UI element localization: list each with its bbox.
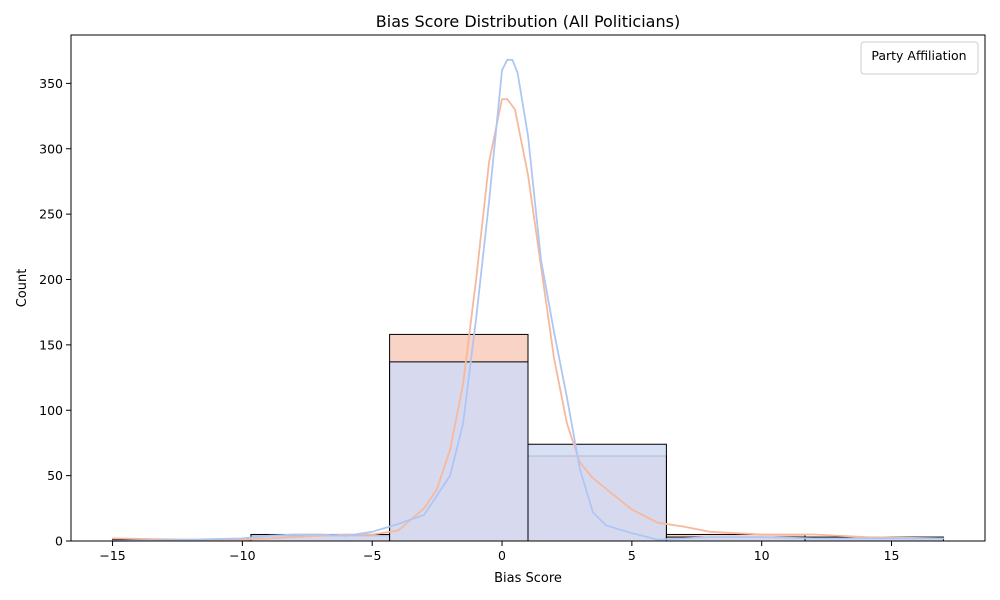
x-tick-label: −15 [99, 548, 125, 563]
y-axis-title: Count [15, 269, 30, 308]
x-tick-label: −10 [229, 548, 255, 563]
legend-title: Party Affiliation [871, 48, 966, 63]
kde-curve-series-1 [111, 98, 945, 541]
x-axis-title: Bias Score [494, 571, 562, 586]
histogram-bars [112, 333, 944, 542]
x-tick-label: 5 [628, 548, 636, 563]
y-tick-label: 150 [39, 337, 63, 352]
legend-box [860, 41, 979, 75]
y-tick-label: 100 [39, 403, 63, 418]
legend: Party Affiliation [860, 41, 979, 75]
plot-frame [70, 34, 986, 542]
histogram-bar-series-2-bin-3 [389, 361, 529, 542]
y-axis-ticks: 0 50 100 150 200 250 300 350 [39, 76, 71, 549]
chart-title: Bias Score Distribution (All Politicians… [376, 12, 680, 31]
x-tick-label: 15 [884, 548, 900, 563]
x-axis-ticks: −15 −10 −5 0 5 10 15 [99, 541, 899, 563]
y-tick-label: 0 [55, 534, 63, 549]
x-tick-label: −5 [363, 548, 381, 563]
y-tick-label: 350 [39, 76, 63, 91]
y-tick-label: 200 [39, 272, 63, 287]
y-tick-label: 300 [39, 141, 63, 156]
histogram-bar-series-2-bin-4 [527, 443, 667, 542]
y-tick-label: 50 [47, 468, 63, 483]
x-tick-label: 10 [754, 548, 770, 563]
kde-curves [111, 58, 945, 542]
kde-curve-series-2 [111, 58, 945, 542]
x-tick-label: 0 [498, 548, 506, 563]
y-tick-label: 250 [39, 207, 63, 222]
